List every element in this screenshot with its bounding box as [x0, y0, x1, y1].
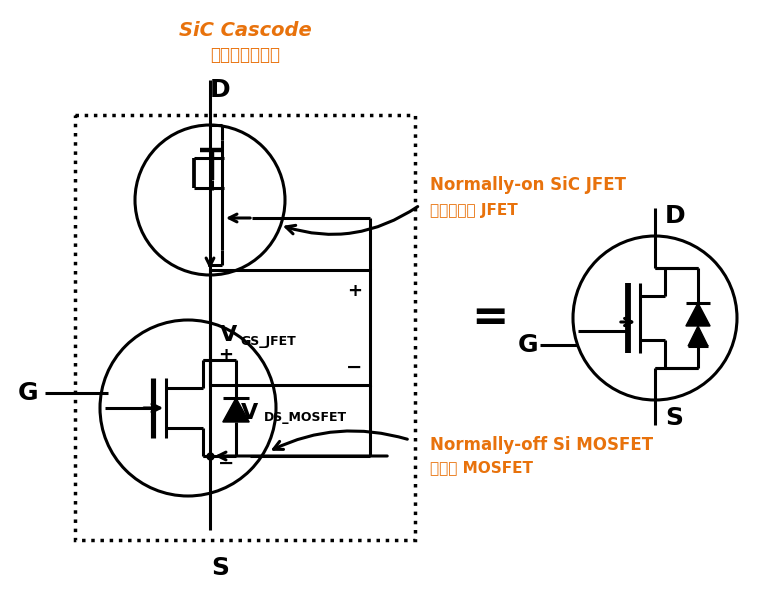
Text: 常开砖化硅 JFET: 常开砖化硅 JFET: [430, 202, 517, 218]
Text: SiC Cascode: SiC Cascode: [179, 21, 311, 39]
FancyArrowPatch shape: [274, 431, 408, 450]
Text: D: D: [665, 204, 686, 228]
Text: 常关硅 MOSFET: 常关硅 MOSFET: [430, 461, 533, 476]
Text: Normally-on SiC JFET: Normally-on SiC JFET: [430, 176, 626, 194]
Text: 砖化硅共源共栉: 砖化硅共源共栉: [210, 46, 280, 64]
Text: Normally-off Si MOSFET: Normally-off Si MOSFET: [430, 436, 653, 454]
Text: G: G: [518, 333, 539, 357]
Text: GS_JFET: GS_JFET: [240, 335, 296, 347]
Text: +: +: [218, 346, 233, 364]
Text: −: −: [218, 453, 234, 473]
Polygon shape: [686, 303, 710, 326]
Text: G: G: [18, 381, 38, 405]
Text: V: V: [241, 403, 258, 423]
Polygon shape: [223, 398, 249, 422]
Text: S: S: [665, 406, 683, 430]
Text: D: D: [209, 78, 230, 102]
Text: =: =: [471, 296, 509, 339]
Polygon shape: [688, 326, 708, 346]
Text: V: V: [220, 325, 238, 345]
Text: DS_MOSFET: DS_MOSFET: [264, 411, 347, 424]
FancyArrowPatch shape: [286, 207, 418, 235]
Text: +: +: [347, 282, 362, 300]
Text: S: S: [211, 556, 229, 580]
Text: −: −: [346, 358, 362, 377]
